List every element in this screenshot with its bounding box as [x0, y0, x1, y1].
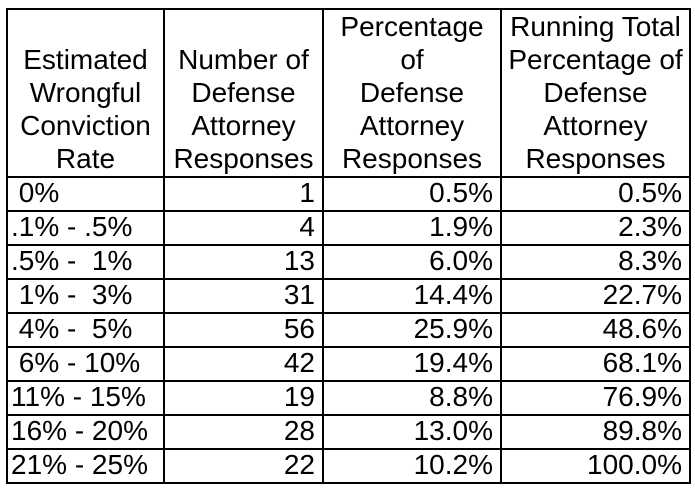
rate-cell: .5% - 1% — [6, 244, 165, 280]
rate-cell: 11% - 15% — [6, 380, 165, 416]
rate-cell: 16% - 20% — [6, 414, 165, 450]
responses-count-cell: 4 — [163, 210, 324, 246]
table-row: 16% - 20% 28 13.0% 89.8% — [6, 414, 691, 450]
table-row: 6% - 10% 42 19.4% 68.1% — [6, 346, 691, 382]
responses-count-cell: 56 — [163, 312, 324, 348]
running-total-cell: 8.3% — [500, 244, 691, 280]
rate-cell: 1% - 3% — [6, 278, 165, 314]
table-row: .5% - 1% 13 6.0% 8.3% — [6, 244, 691, 280]
rate-column-header: Estimated Wrongful Conviction Rate — [6, 8, 165, 178]
percentage-column-header: Percentage of Defense Attorney Responses — [322, 8, 502, 178]
table-row: .1% - .5% 4 1.9% 2.3% — [6, 210, 691, 246]
rate-cell: 0% — [6, 176, 165, 212]
responses-count-cell: 31 — [163, 278, 324, 314]
header-row: Estimated Wrongful Conviction Rate Numbe… — [6, 8, 691, 178]
table-row: 4% - 5% 56 25.9% 48.6% — [6, 312, 691, 348]
responses-count-cell: 13 — [163, 244, 324, 280]
table-row: 11% - 15% 19 8.8% 76.9% — [6, 380, 691, 416]
rate-cell: 4% - 5% — [6, 312, 165, 348]
responses-count-cell: 19 — [163, 380, 324, 416]
table-row: 1% - 3% 31 14.4% 22.7% — [6, 278, 691, 314]
rate-cell: 21% - 25% — [6, 448, 165, 484]
responses-count-cell: 22 — [163, 448, 324, 484]
running-total-cell: 76.9% — [500, 380, 691, 416]
running-total-cell: 89.8% — [500, 414, 691, 450]
table-row: 21% - 25% 22 10.2% 100.0% — [6, 448, 691, 484]
table-row: 0% 1 0.5% 0.5% — [6, 176, 691, 212]
responses-count-cell: 42 — [163, 346, 324, 382]
percentage-cell: 10.2% — [322, 448, 502, 484]
running-total-column-header: Running Total Percentage of Defense Atto… — [500, 8, 691, 178]
running-total-cell: 2.3% — [500, 210, 691, 246]
running-total-cell: 100.0% — [500, 448, 691, 484]
running-total-cell: 0.5% — [500, 176, 691, 212]
rate-cell: 6% - 10% — [6, 346, 165, 382]
running-total-cell: 22.7% — [500, 278, 691, 314]
running-total-cell: 48.6% — [500, 312, 691, 348]
percentage-cell: 14.4% — [322, 278, 502, 314]
percentage-cell: 6.0% — [322, 244, 502, 280]
percentage-cell: 13.0% — [322, 414, 502, 450]
percentage-cell: 25.9% — [322, 312, 502, 348]
responses-count-cell: 1 — [163, 176, 324, 212]
percentage-cell: 0.5% — [322, 176, 502, 212]
percentage-cell: 8.8% — [322, 380, 502, 416]
percentage-cell: 19.4% — [322, 346, 502, 382]
responses-count-cell: 28 — [163, 414, 324, 450]
running-total-cell: 68.1% — [500, 346, 691, 382]
percentage-cell: 1.9% — [322, 210, 502, 246]
rate-cell: .1% - .5% — [6, 210, 165, 246]
responses-column-header: Number of Defense Attorney Responses — [163, 8, 324, 178]
wrongful-conviction-rate-table: Estimated Wrongful Conviction Rate Numbe… — [6, 8, 691, 484]
